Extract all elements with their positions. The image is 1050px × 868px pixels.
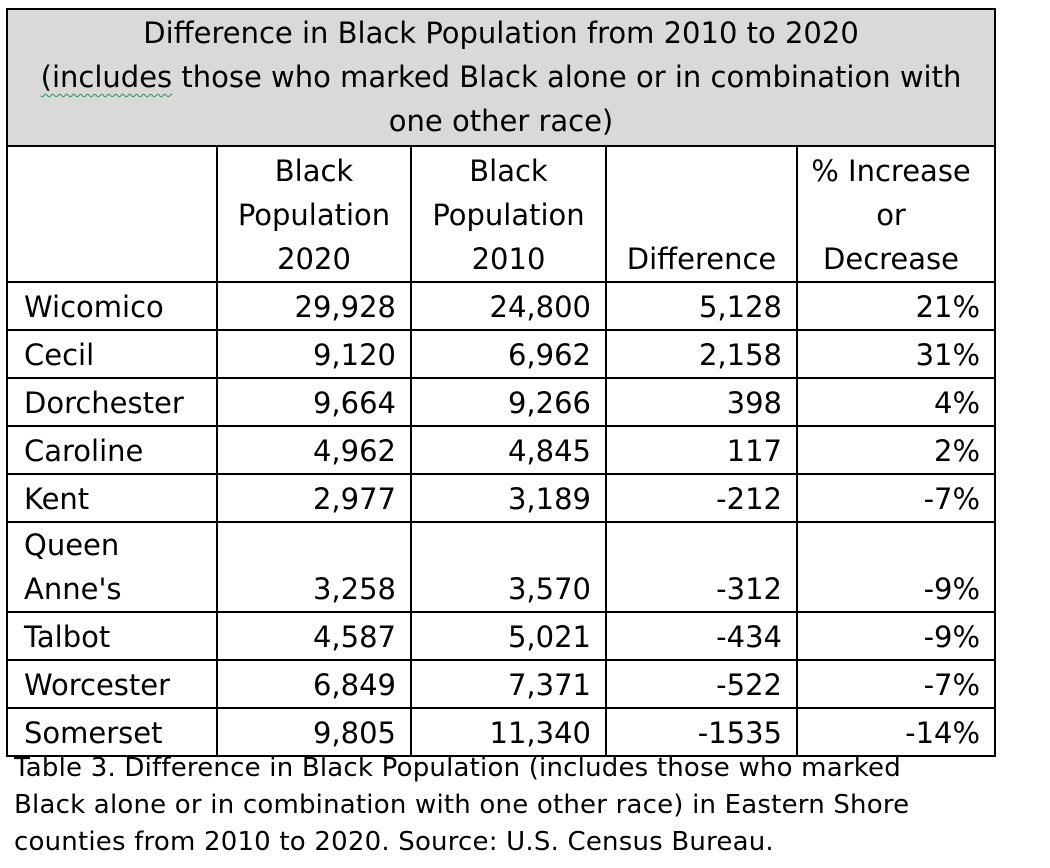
cell-difference: -212 (605, 473, 798, 523)
column-header-pop2010: Black Population 2010 (410, 145, 607, 283)
cell-pop2010: 4,845 (410, 425, 607, 475)
cell-pct-change: -9% (795, 611, 997, 661)
cell-county: Talbot (6, 611, 218, 661)
cell-pct-change: 4% (795, 377, 997, 427)
column-header-pct-change-label: % Increase or Decrease (811, 154, 971, 276)
cell-pop2010: 6,962 (410, 329, 607, 379)
cell-county: Somerset (6, 707, 218, 757)
table-row: Worcester 6,849 7,371 -522 -7% (6, 659, 997, 709)
cell-difference: -522 (605, 659, 798, 709)
table-title-line-3: one other race) (388, 104, 614, 138)
cell-difference: -1535 (605, 707, 798, 757)
cell-county: Queen Anne's (6, 521, 218, 613)
cell-difference: -312 (605, 521, 798, 613)
cell-pop2020: 6,849 (216, 659, 412, 709)
table-title-line-1: Difference in Black Population from 2010… (143, 16, 859, 50)
cell-pop2010: 24,800 (410, 281, 607, 331)
table-row: Queen Anne's 3,258 3,570 -312 -9% (6, 521, 997, 613)
cell-pop2010: 9,266 (410, 377, 607, 427)
cell-county: Cecil (6, 329, 218, 379)
table-row: Dorchester 9,664 9,266 398 4% (6, 377, 997, 427)
cell-pct-change: -9% (795, 521, 997, 613)
table-row: Caroline 4,962 4,845 117 2% (6, 425, 997, 475)
cell-county: Wicomico (6, 281, 218, 331)
caption-line-1: Table 3. Difference in Black Population … (14, 753, 901, 783)
table-title-line-2: (includes those who marked Black alone o… (18, 55, 984, 99)
column-header-difference-label: Difference (626, 242, 777, 276)
column-header-pop2020: Black Population 2020 (216, 145, 412, 283)
table-title-row: Difference in Black Population from 2010… (5, 8, 997, 147)
column-header-county (6, 145, 218, 283)
column-header-difference: Difference (605, 145, 798, 283)
table-row: Talbot 4,587 5,021 -434 -9% (6, 611, 997, 661)
table-row: Wicomico 29,928 24,800 5,128 21% (6, 281, 997, 331)
cell-pop2020: 4,962 (216, 425, 412, 475)
cell-pop2010: 5,021 (410, 611, 607, 661)
population-table-container: Difference in Black Population from 2010… (5, 8, 997, 757)
cell-pct-change: 21% (795, 281, 997, 331)
caption-line-2: Black alone or in combination with one o… (14, 790, 910, 820)
cell-pop2020: 9,120 (216, 329, 412, 379)
cell-difference: 2,158 (605, 329, 798, 379)
caption-line-3: counties from 2010 to 2020. Source: U.S.… (14, 827, 774, 857)
cell-county: Worcester (6, 659, 218, 709)
cell-pop2020: 9,805 (216, 707, 412, 757)
column-header-pct-change: % Increase or Decrease (795, 145, 997, 283)
table-title-line-2-rest: those who marked Black alone or in combi… (172, 60, 962, 94)
table-body: Wicomico 29,928 24,800 5,128 21% Cecil 9,120 6,… (6, 281, 997, 757)
cell-pct-change: -14% (795, 707, 997, 757)
cell-difference: 398 (605, 377, 798, 427)
table-row: Somerset 9,805 11,340 -1535 -14% (6, 707, 997, 757)
cell-pop2020: 3,258 (216, 521, 412, 613)
cell-pop2020: 4,587 (216, 611, 412, 661)
table-row: Cecil 9,120 6,962 2,158 31% (6, 329, 997, 379)
cell-pct-change: -7% (795, 659, 997, 709)
cell-pct-change: 2% (795, 425, 997, 475)
cell-difference: 117 (605, 425, 798, 475)
cell-pct-change: -7% (795, 473, 997, 523)
cell-county: Dorchester (6, 377, 218, 427)
cell-difference: -434 (605, 611, 798, 661)
spellcheck-marked-word: (includes (40, 60, 173, 94)
cell-pop2020: 9,664 (216, 377, 412, 427)
cell-pct-change: 31% (795, 329, 997, 379)
table-title: Difference in Black Population from 2010… (5, 8, 997, 147)
table-row: Kent 2,977 3,189 -212 -7% (6, 473, 997, 523)
column-header-row: Black Population 2020 Black Population 2… (6, 145, 997, 283)
cell-pop2010: 3,570 (410, 521, 607, 613)
cell-county: Kent (6, 473, 218, 523)
cell-pop2020: 29,928 (216, 281, 412, 331)
cell-pop2010: 7,371 (410, 659, 607, 709)
table-caption: Table 3. Difference in Black Population … (14, 750, 1044, 861)
cell-pop2010: 11,340 (410, 707, 607, 757)
cell-pop2020: 2,977 (216, 473, 412, 523)
cell-pop2010: 3,189 (410, 473, 607, 523)
population-table: Difference in Black Population from 2010… (5, 8, 997, 757)
cell-difference: 5,128 (605, 281, 798, 331)
cell-county: Caroline (6, 425, 218, 475)
